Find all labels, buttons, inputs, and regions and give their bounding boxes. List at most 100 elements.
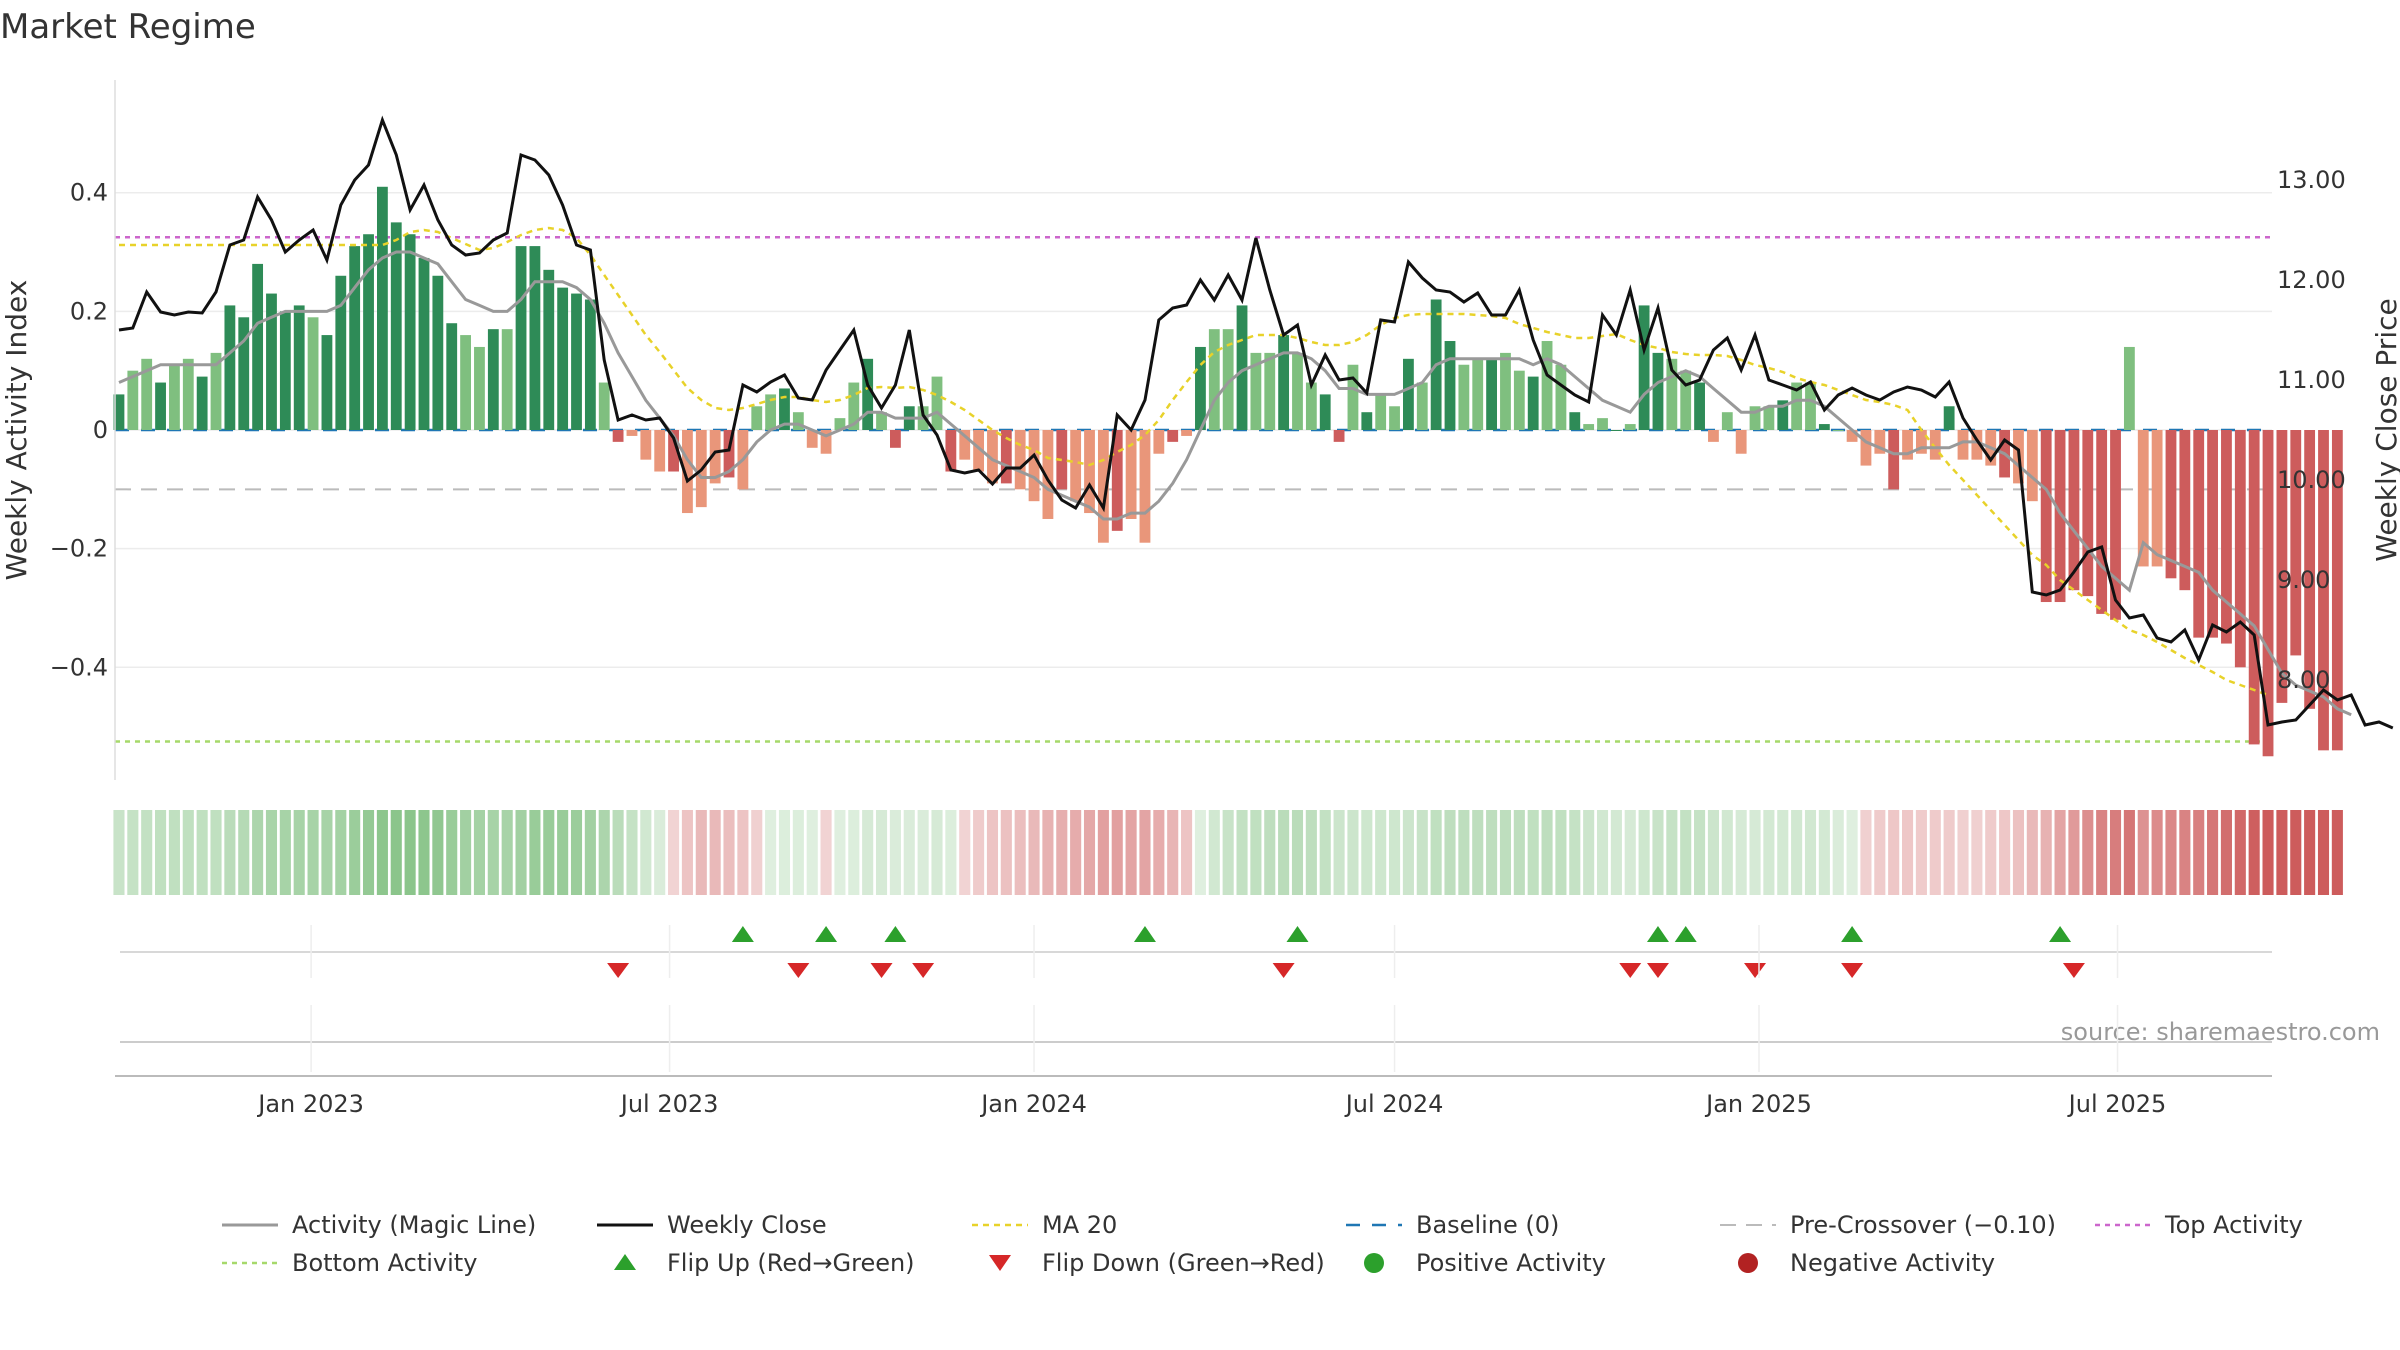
regime-cell-5 <box>182 810 194 895</box>
activity-bar-12 <box>279 311 291 430</box>
regime-cell-42 <box>695 810 707 895</box>
activity-bar-112 <box>1666 358 1678 430</box>
activity-bar-78 <box>1195 346 1206 430</box>
activity-bar-146 <box>2137 430 2149 567</box>
regime-cell-155 <box>2262 810 2274 895</box>
regime-strip <box>113 810 2343 895</box>
activity-bar-59 <box>931 376 943 430</box>
regime-cell-96 <box>1444 810 1456 895</box>
activity-bar-157 <box>2290 430 2302 656</box>
regime-cell-25 <box>460 810 472 895</box>
activity-bar-46 <box>751 406 763 430</box>
regime-cell-81 <box>1236 810 1248 895</box>
regime-cell-100 <box>1499 810 1512 895</box>
regime-cell-44 <box>723 810 735 895</box>
activity-bar-83 <box>1264 352 1276 430</box>
regime-cell-54 <box>862 810 874 895</box>
activity-bar-65 <box>1014 430 1026 490</box>
regime-cell-71 <box>1097 810 1109 895</box>
regime-cell-114 <box>1694 810 1706 895</box>
activity-bar-9 <box>238 317 250 430</box>
activity-bar-101 <box>1513 370 1525 430</box>
chart-title: Market Regime <box>0 7 256 47</box>
regime-cell-119 <box>1763 810 1775 895</box>
activity-bar-4 <box>169 364 180 430</box>
regime-cell-37 <box>626 810 638 895</box>
regime-cell-4 <box>168 810 180 895</box>
activity-bar-102 <box>1527 376 1539 430</box>
flip-up-marker-5 <box>1646 926 1669 942</box>
regime-cell-144 <box>2109 810 2122 895</box>
activity-bar-7 <box>210 352 222 430</box>
activity-bar-5 <box>182 358 194 430</box>
activity-bar-122 <box>1805 382 1816 430</box>
activity-bar-82 <box>1250 352 1262 430</box>
regime-cell-129 <box>1902 810 1914 895</box>
flip-down-marker-7 <box>1744 963 1767 978</box>
regime-cell-141 <box>2068 810 2080 895</box>
regime-cell-134 <box>1971 810 1983 895</box>
activity-bar-28 <box>501 329 513 430</box>
activity-bar-139 <box>2040 430 2052 603</box>
regime-cell-152 <box>2220 810 2232 895</box>
regime-cell-120 <box>1777 810 1789 895</box>
regime-cell-26 <box>473 810 485 895</box>
regime-cell-6 <box>196 810 208 895</box>
regime-cell-128 <box>1888 810 1900 895</box>
legend-swatch-positive <box>1364 1253 1384 1273</box>
flip-markers <box>120 926 2272 978</box>
activity-bar-37 <box>626 430 638 436</box>
activity-bar-128 <box>1888 430 1900 490</box>
regime-cell-85 <box>1291 810 1304 895</box>
regime-cell-53 <box>848 810 860 895</box>
regime-cell-36 <box>612 810 624 895</box>
regime-cell-55 <box>875 810 888 895</box>
activity-bar-125 <box>1846 430 1858 442</box>
legend-label-top: Top Activity <box>2164 1211 2303 1239</box>
regime-cell-60 <box>945 810 957 895</box>
activity-bar-47 <box>765 394 777 430</box>
regime-cell-24 <box>446 810 458 895</box>
activity-bar-70 <box>1084 430 1095 514</box>
flip-down-marker-9 <box>2062 963 2085 978</box>
legend-item-activity: Activity (Magic Line) <box>222 1211 536 1239</box>
regime-cell-16 <box>335 810 347 895</box>
regime-cell-15 <box>321 810 333 895</box>
x-tick-label-2: Jan 2024 <box>979 1090 1087 1118</box>
regime-cell-135 <box>1985 810 1997 895</box>
regime-cell-28 <box>501 810 513 895</box>
activity-bar-126 <box>1860 430 1872 466</box>
regime-cell-156 <box>2276 810 2288 895</box>
legend-label-activity: Activity (Magic Line) <box>292 1211 536 1239</box>
regime-cell-32 <box>557 810 569 895</box>
regime-cell-157 <box>2290 810 2302 895</box>
regime-cell-105 <box>1569 810 1581 895</box>
activity-bar-66 <box>1028 430 1040 502</box>
activity-bar-54 <box>862 358 874 430</box>
regime-cell-160 <box>2331 810 2343 895</box>
activity-bar-88 <box>1333 430 1345 442</box>
activity-bar-18 <box>363 234 374 430</box>
activity-bar-80 <box>1222 329 1234 430</box>
regime-cell-147 <box>2151 810 2163 895</box>
regime-cell-34 <box>584 810 596 895</box>
legend-label-close: Weekly Close <box>667 1211 827 1239</box>
regime-cell-90 <box>1361 810 1373 895</box>
regime-cell-150 <box>2193 810 2205 895</box>
regime-cell-43 <box>709 810 721 895</box>
regime-cell-111 <box>1652 810 1664 895</box>
activity-bar-152 <box>2221 430 2232 644</box>
regime-cell-138 <box>2026 810 2038 895</box>
activity-bar-64 <box>1000 430 1012 484</box>
legend-item-close: Weekly Close <box>597 1211 827 1239</box>
activity-bar-142 <box>2082 430 2094 597</box>
regime-cell-145 <box>2123 810 2135 895</box>
regime-cell-52 <box>834 810 846 895</box>
regime-cell-69 <box>1070 810 1082 895</box>
activity-bar-71 <box>1097 430 1109 543</box>
activity-bar-0 <box>113 394 125 430</box>
regime-cell-115 <box>1707 810 1719 895</box>
regime-cell-59 <box>931 810 943 895</box>
activity-bar-48 <box>779 388 790 430</box>
regime-cell-97 <box>1458 810 1470 895</box>
